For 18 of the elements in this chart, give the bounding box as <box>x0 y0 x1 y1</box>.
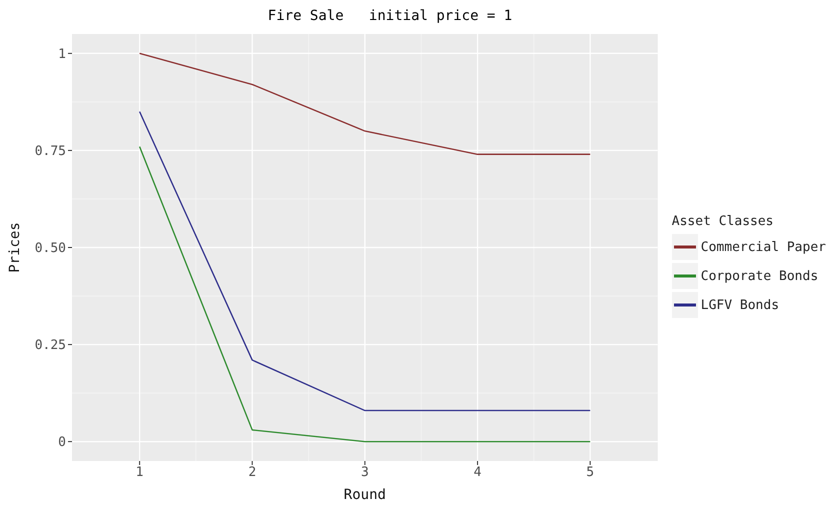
chart-title: Fire Sale initial price = 1 <box>266 8 514 26</box>
legend-label: Corporate Bonds <box>700 268 818 284</box>
legend-label: LGFV Bonds <box>700 298 780 312</box>
y-tick-label: 1 <box>58 47 66 62</box>
legend-label: Commercial Paper <box>700 240 826 254</box>
legend-title: Asset Classes <box>672 214 775 228</box>
x-axis-title: Round <box>344 487 386 503</box>
x-tick-label: 2 <box>248 465 256 480</box>
line-series <box>138 52 591 155</box>
x-tick-label: 3 <box>360 465 369 480</box>
y-axis-title: Prices <box>6 222 23 273</box>
y-tick-label: 0.50 <box>34 241 66 256</box>
y-tick-label: 0 <box>58 435 66 450</box>
x-tick-label: 5 <box>586 465 594 480</box>
x-tick-label: 1 <box>136 465 144 480</box>
x-tick-label: 4 <box>474 465 482 480</box>
y-tick-label: 0.25 <box>34 338 66 354</box>
y-tick-label: 0.75 <box>34 144 66 160</box>
